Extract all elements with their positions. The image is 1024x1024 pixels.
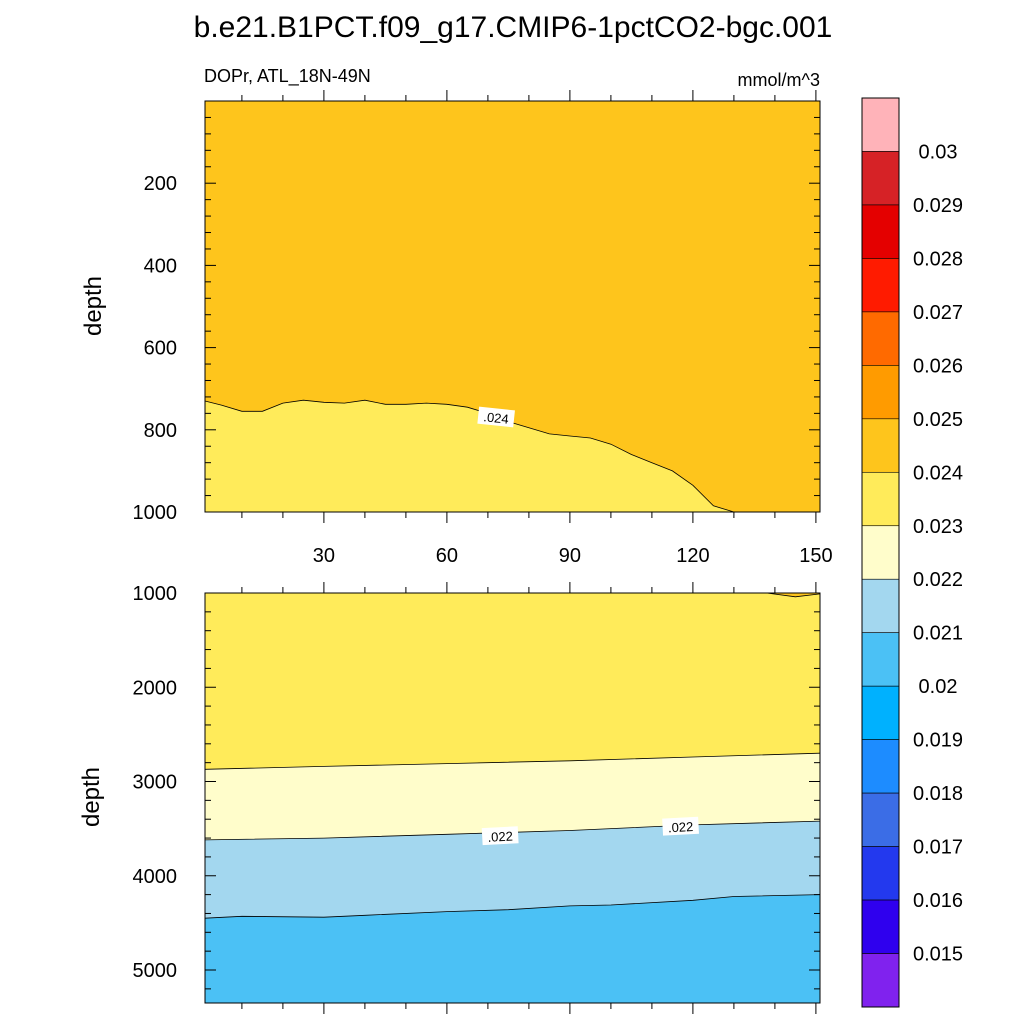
contour-label: .022 (662, 816, 699, 836)
colorbar-swatch (861, 739, 900, 794)
upper-ytick-label: 800 (144, 420, 177, 442)
colorbar-label: 0.026 (913, 355, 963, 377)
colorbar-label: 0.017 (913, 837, 963, 859)
colorbar-label: 0.018 (913, 783, 963, 805)
lower-ylabel: depth (78, 767, 105, 827)
contour-label: .022 (481, 826, 519, 846)
lower-frame (204, 592, 821, 1004)
lower-band-0.023-0.024 (205, 593, 820, 770)
lower-band-0.020-0.021 (205, 894, 820, 1003)
colorbar-label: 0.024 (913, 462, 963, 484)
contour-line-021 (204, 894, 821, 919)
upper-axes: 200 400 600 800 1000 30 60 90 120 150 (133, 90, 833, 567)
colorbar-label: 0.029 (913, 195, 963, 217)
colorbar-swatch (861, 578, 900, 634)
colorbar-swatch (861, 846, 900, 901)
colorbar-frame (861, 97, 900, 1008)
colorbar-label: 0.022 (913, 569, 963, 591)
lower-panel: .022 .022 1000 2000 3000 4000 5000 depth (78, 582, 821, 1014)
lower-ytick-label: 4000 (133, 866, 178, 888)
colorbar-swatch (861, 365, 900, 420)
lower-ytick-label: 5000 (133, 960, 178, 982)
contour-label-bg (662, 816, 699, 836)
colorbar-swatch (861, 418, 900, 473)
colorbar-swatch (861, 471, 900, 527)
upper-xtick-label: 30 (313, 545, 335, 567)
contour-line-023 (204, 752, 821, 770)
upper-region-0023-0024 (205, 400, 767, 512)
upper-xtick-label: 60 (436, 545, 458, 567)
colorbar-swatch (861, 685, 900, 740)
upper-left-label: DOPr, ATL_18N-49N (204, 66, 371, 87)
colorbar-label: 0.03 (919, 141, 958, 163)
colorbar-swatch (861, 525, 900, 580)
colorbar-swatch (861, 311, 900, 366)
lower-axes: 1000 2000 3000 4000 5000 (133, 582, 821, 1014)
colorbar-label: 0.02 (919, 676, 958, 698)
colorbar-swatch (861, 632, 900, 687)
upper-right-label: mmol/m^3 (738, 70, 820, 90)
colorbar-swatch (861, 258, 900, 313)
colorbar-swatch (861, 204, 900, 259)
upper-ytick-label: 1000 (133, 502, 178, 524)
colorbar-swatch (861, 151, 900, 206)
upper-panel: .024 200 400 600 800 1000 30 60 90 120 150 DOPr, … (80, 66, 833, 567)
lower-ytick-label: 1000 (133, 583, 178, 605)
upper-frame (204, 100, 821, 513)
lower-band-0.022-0.023 (205, 753, 820, 840)
upper-plot-area: .024 (204, 101, 820, 513)
colorbar-label: 0.019 (913, 730, 963, 752)
upper-ytick-label: 600 (144, 338, 177, 360)
figure-title: b.e21.B1PCT.f09_g17.CMIP6-1pctCO2-bgc.00… (194, 11, 833, 44)
colorbar-swatch (861, 97, 900, 152)
upper-xtick-label: 120 (676, 545, 709, 567)
contour-label-bg (477, 406, 515, 428)
colorbar-label: 0.015 (913, 944, 963, 966)
upper-xtick-label: 150 (799, 545, 832, 567)
colorbar-label: 0.023 (913, 516, 963, 538)
colorbar-swatch (861, 792, 900, 847)
colorbar-swatch (861, 953, 900, 1008)
contour-label-text: .022 (668, 819, 694, 835)
colorbar: 0.03 0.029 0.028 0.027 0.026 0.025 0.024 0.023 0… (861, 97, 963, 1008)
contour-label-bg (481, 826, 519, 846)
lower-ytick-label: 2000 (133, 677, 178, 699)
lower-plot-area: .022 .022 (204, 592, 821, 1003)
upper-xtick-label: 90 (559, 545, 581, 567)
contour-line-024-corner (766, 592, 821, 598)
contour-label-text: .022 (487, 829, 513, 845)
colorbar-label: 0.021 (913, 623, 963, 645)
colorbar-label: 0.025 (913, 409, 963, 431)
upper-ylabel: depth (80, 276, 107, 336)
upper-ytick-label: 200 (144, 173, 177, 195)
colorbar-swatch (861, 899, 900, 954)
lower-corner-region-0024 (766, 593, 820, 597)
colorbar-label: 0.028 (913, 248, 963, 270)
lower-ytick-label: 3000 (133, 772, 178, 794)
contour-label-text: .024 (483, 409, 510, 427)
lower-band-0.021-0.022 (205, 821, 820, 919)
contour-label: .024 (477, 406, 515, 428)
colorbar-label: 0.027 (913, 302, 963, 324)
upper-ytick-label: 400 (144, 255, 177, 277)
colorbar-label: 0.016 (913, 890, 963, 912)
